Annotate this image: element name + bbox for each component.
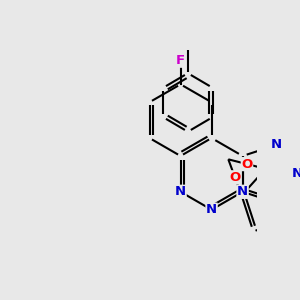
Text: N: N: [175, 185, 186, 198]
Text: O: O: [241, 158, 253, 171]
Text: N: N: [206, 203, 217, 216]
Text: N: N: [292, 167, 300, 180]
Text: O: O: [229, 171, 241, 184]
Text: F: F: [176, 54, 185, 67]
Text: N: N: [237, 185, 248, 198]
Text: N: N: [271, 138, 282, 152]
Text: F: F: [176, 54, 185, 67]
